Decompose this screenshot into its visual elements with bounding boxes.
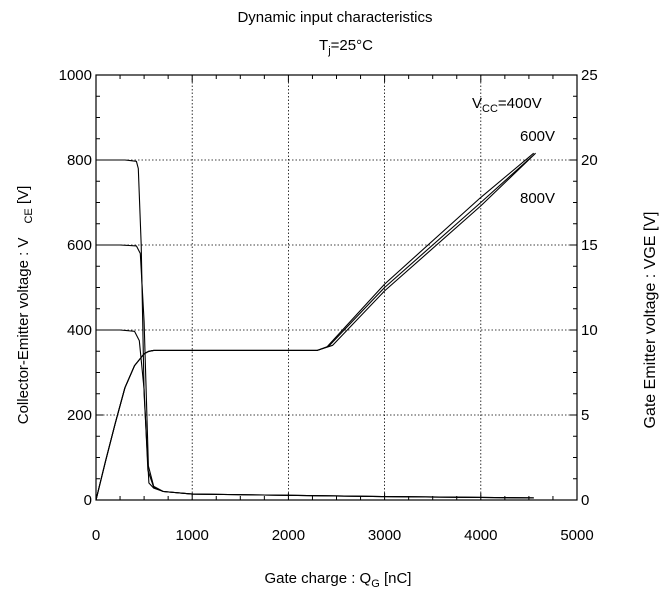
chart-subtitle: Tj=25°C [319, 37, 373, 57]
tick-marks [96, 75, 577, 500]
left-tick-label: 800 [67, 152, 92, 169]
x-tick-label: 2000 [272, 527, 305, 544]
vge-curve-4 [95, 156, 533, 501]
left-tick-label: 200 [67, 407, 92, 424]
right-axis-tick-labels: 0 5 10 15 20 25 [581, 67, 598, 509]
annotation-600v: 600V [520, 128, 555, 145]
right-axis-label: Gate Emitter voltage : VGE [V] [642, 212, 659, 429]
x-tick-label: 4000 [464, 527, 497, 544]
left-tick-label: 1000 [59, 67, 92, 84]
grid-lines [96, 75, 577, 500]
x-axis-tick-labels: 0 1000 2000 3000 4000 5000 [92, 527, 594, 544]
left-tick-label: 0 [84, 492, 92, 509]
left-axis-tick-labels: 0 200 400 600 800 1000 [59, 67, 92, 509]
right-tick-label: 25 [581, 67, 598, 84]
left-axis-label: Collector-Emitter voltage : VCE [V] [15, 186, 35, 425]
right-tick-label: 5 [581, 407, 589, 424]
chart-title: Dynamic input characteristics [237, 9, 432, 26]
right-tick-label: 10 [581, 322, 598, 339]
annotation-vcc-400v: VCC=400V [472, 95, 542, 115]
vge-curve-5 [95, 152, 536, 501]
vce-curve-1 [96, 244, 534, 499]
vce-curve-2 [96, 159, 534, 499]
data-series [95, 152, 536, 501]
plot-frame [95, 74, 578, 501]
x-tick-label: 3000 [368, 527, 401, 544]
x-tick-label: 5000 [560, 527, 593, 544]
right-tick-label: 0 [581, 492, 589, 509]
left-tick-label: 400 [67, 322, 92, 339]
vge-curve-3 [95, 152, 535, 501]
vce-curve-0 [96, 329, 534, 499]
x-tick-label: 1000 [176, 527, 209, 544]
x-tick-label: 0 [92, 527, 100, 544]
left-tick-label: 600 [67, 237, 92, 254]
right-tick-label: 15 [581, 237, 598, 254]
annotation-800v: 800V [520, 190, 555, 207]
x-axis-label: Gate charge : QG [nC] [265, 570, 412, 590]
right-tick-label: 20 [581, 152, 598, 169]
